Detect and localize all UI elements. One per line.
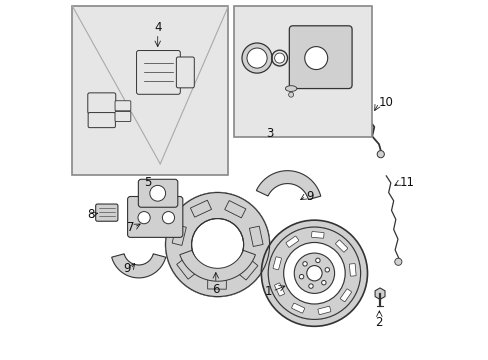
- Circle shape: [191, 219, 243, 271]
- Circle shape: [149, 185, 165, 201]
- Circle shape: [274, 53, 284, 63]
- FancyBboxPatch shape: [291, 303, 304, 313]
- Circle shape: [162, 212, 174, 224]
- Circle shape: [246, 48, 266, 68]
- Text: 6: 6: [212, 283, 219, 296]
- Polygon shape: [256, 171, 320, 199]
- Polygon shape: [224, 201, 245, 218]
- Text: 10: 10: [378, 96, 393, 109]
- Circle shape: [306, 266, 322, 281]
- Circle shape: [394, 258, 401, 265]
- Circle shape: [268, 227, 360, 319]
- Circle shape: [138, 212, 150, 224]
- FancyBboxPatch shape: [136, 50, 180, 94]
- Text: 11: 11: [399, 176, 413, 189]
- Text: 5: 5: [143, 176, 151, 189]
- FancyBboxPatch shape: [272, 257, 281, 270]
- FancyBboxPatch shape: [176, 57, 194, 88]
- FancyBboxPatch shape: [311, 231, 324, 238]
- FancyBboxPatch shape: [340, 289, 351, 302]
- Text: 7: 7: [126, 221, 134, 234]
- FancyBboxPatch shape: [335, 240, 347, 252]
- Polygon shape: [249, 226, 263, 247]
- Polygon shape: [374, 288, 384, 300]
- Circle shape: [294, 253, 334, 293]
- Circle shape: [321, 280, 325, 285]
- Circle shape: [299, 274, 303, 279]
- Text: 1: 1: [264, 285, 272, 298]
- Polygon shape: [238, 259, 257, 280]
- Text: 4: 4: [154, 21, 161, 34]
- Polygon shape: [207, 279, 226, 289]
- FancyBboxPatch shape: [289, 26, 351, 89]
- Bar: [233, 6, 371, 137]
- Circle shape: [302, 262, 306, 266]
- Polygon shape: [180, 250, 255, 281]
- Circle shape: [242, 43, 271, 73]
- Text: 2: 2: [375, 316, 382, 329]
- Circle shape: [304, 46, 327, 69]
- FancyBboxPatch shape: [349, 264, 355, 276]
- Text: 3: 3: [265, 127, 273, 140]
- FancyBboxPatch shape: [88, 93, 116, 114]
- Circle shape: [376, 150, 384, 158]
- Polygon shape: [111, 254, 165, 278]
- Text: 9: 9: [305, 190, 313, 203]
- FancyBboxPatch shape: [115, 101, 131, 111]
- Polygon shape: [176, 258, 196, 279]
- FancyBboxPatch shape: [115, 112, 131, 122]
- Circle shape: [315, 258, 320, 262]
- Circle shape: [325, 267, 329, 272]
- Circle shape: [165, 193, 269, 297]
- FancyBboxPatch shape: [274, 283, 284, 296]
- Circle shape: [261, 220, 367, 326]
- Circle shape: [308, 284, 312, 288]
- FancyBboxPatch shape: [96, 204, 118, 221]
- FancyBboxPatch shape: [88, 113, 115, 128]
- Text: 8: 8: [87, 208, 94, 221]
- Polygon shape: [172, 225, 186, 246]
- Ellipse shape: [285, 86, 296, 91]
- Bar: [72, 6, 228, 175]
- FancyBboxPatch shape: [317, 306, 330, 315]
- FancyBboxPatch shape: [138, 179, 178, 207]
- FancyBboxPatch shape: [285, 236, 298, 247]
- Text: 9: 9: [122, 262, 130, 275]
- FancyBboxPatch shape: [127, 197, 183, 237]
- Circle shape: [288, 92, 293, 97]
- Polygon shape: [190, 200, 211, 217]
